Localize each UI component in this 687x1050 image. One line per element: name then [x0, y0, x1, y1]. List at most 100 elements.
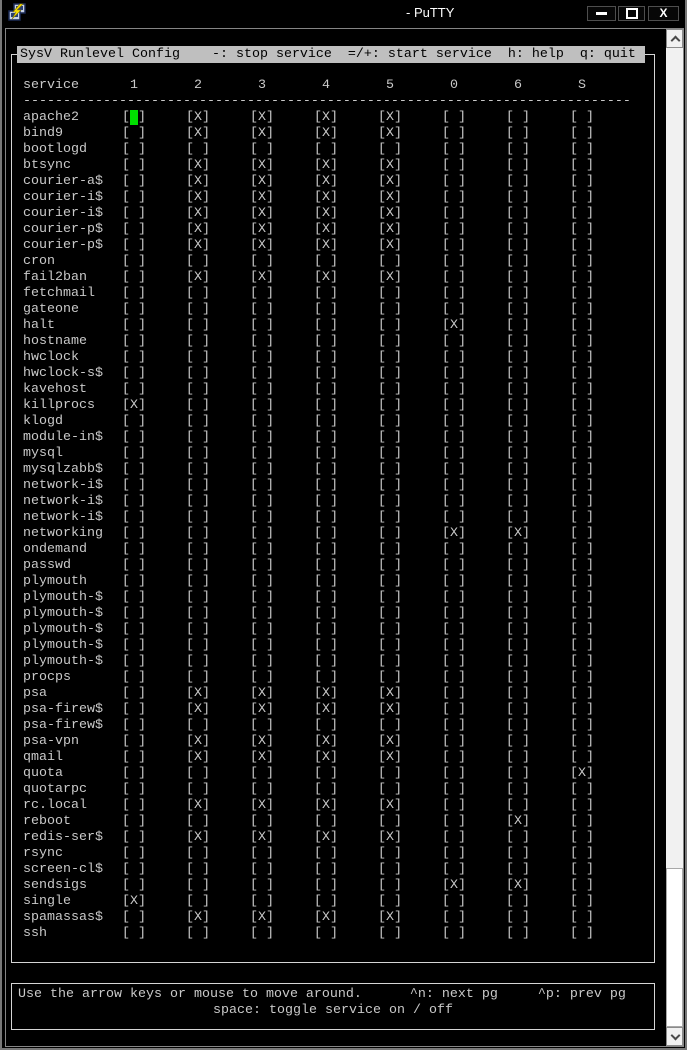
- runlevel-checkbox[interactable]: [ ]: [250, 862, 274, 877]
- runlevel-checkbox[interactable]: [ ]: [442, 670, 466, 685]
- runlevel-checkbox[interactable]: [ ]: [442, 190, 466, 205]
- runlevel-checkbox[interactable]: [ ]: [122, 878, 146, 893]
- runlevel-checkbox[interactable]: [X]: [314, 174, 338, 189]
- runlevel-checkbox[interactable]: [ ]: [442, 622, 466, 637]
- runlevel-checkbox[interactable]: [ ]: [250, 670, 274, 685]
- runlevel-checkbox[interactable]: [ ]: [186, 446, 210, 461]
- runlevel-checkbox[interactable]: [ ]: [442, 462, 466, 477]
- runlevel-checkbox[interactable]: [ ]: [570, 398, 594, 413]
- runlevel-checkbox[interactable]: [ ]: [314, 878, 338, 893]
- runlevel-checkbox[interactable]: [ ]: [122, 126, 146, 141]
- runlevel-checkbox[interactable]: [ ]: [250, 590, 274, 605]
- runlevel-checkbox[interactable]: [ ]: [442, 686, 466, 701]
- runlevel-checkbox[interactable]: [ ]: [442, 718, 466, 733]
- runlevel-checkbox[interactable]: [ ]: [570, 830, 594, 845]
- runlevel-checkbox[interactable]: [ ]: [186, 318, 210, 333]
- runlevel-checkbox[interactable]: [ ]: [186, 350, 210, 365]
- runlevel-checkbox[interactable]: [ ]: [378, 894, 402, 909]
- runlevel-checkbox[interactable]: [ ]: [314, 590, 338, 605]
- runlevel-checkbox[interactable]: [ ]: [186, 510, 210, 525]
- runlevel-checkbox[interactable]: [ ]: [506, 478, 530, 493]
- runlevel-checkbox[interactable]: [ ]: [186, 862, 210, 877]
- runlevel-checkbox[interactable]: [ ]: [506, 766, 530, 781]
- runlevel-checkbox[interactable]: [ ]: [506, 702, 530, 717]
- runlevel-checkbox[interactable]: [ ]: [186, 286, 210, 301]
- runlevel-checkbox[interactable]: [ ]: [570, 702, 594, 717]
- runlevel-checkbox[interactable]: [ ]: [442, 110, 466, 125]
- runlevel-checkbox[interactable]: [ ]: [506, 174, 530, 189]
- runlevel-checkbox[interactable]: [ ]: [122, 238, 146, 253]
- runlevel-checkbox[interactable]: [ ]: [442, 574, 466, 589]
- runlevel-checkbox[interactable]: [ ]: [570, 286, 594, 301]
- runlevel-checkbox[interactable]: [ ]: [570, 302, 594, 317]
- runlevel-checkbox[interactable]: [X]: [250, 734, 274, 749]
- runlevel-checkbox[interactable]: [ ]: [186, 366, 210, 381]
- runlevel-checkbox[interactable]: [ ]: [314, 622, 338, 637]
- runlevel-checkbox[interactable]: [ ]: [378, 654, 402, 669]
- runlevel-checkbox[interactable]: [ ]: [442, 558, 466, 573]
- runlevel-checkbox[interactable]: [ ]: [122, 734, 146, 749]
- runlevel-checkbox[interactable]: [ ]: [442, 926, 466, 941]
- runlevel-checkbox[interactable]: [ ]: [570, 478, 594, 493]
- runlevel-checkbox[interactable]: [ ]: [122, 798, 146, 813]
- runlevel-checkbox[interactable]: [ ]: [506, 926, 530, 941]
- runlevel-checkbox[interactable]: [ ]: [314, 846, 338, 861]
- runlevel-checkbox[interactable]: [ ]: [378, 878, 402, 893]
- runlevel-checkbox[interactable]: [ ]: [506, 318, 530, 333]
- runlevel-checkbox[interactable]: [ ]: [506, 158, 530, 173]
- runlevel-checkbox[interactable]: [ ]: [314, 654, 338, 669]
- runlevel-checkbox[interactable]: [ ]: [442, 142, 466, 157]
- runlevel-checkbox[interactable]: [ ]: [506, 350, 530, 365]
- runlevel-checkbox[interactable]: [ ]: [506, 830, 530, 845]
- runlevel-checkbox[interactable]: [ ]: [570, 334, 594, 349]
- runlevel-checkbox[interactable]: [ ]: [378, 366, 402, 381]
- runlevel-checkbox[interactable]: [ ]: [250, 478, 274, 493]
- runlevel-checkbox[interactable]: [ ]: [570, 558, 594, 573]
- runlevel-checkbox[interactable]: [X]: [570, 766, 594, 781]
- runlevel-checkbox[interactable]: [ ]: [122, 606, 146, 621]
- runlevel-checkbox[interactable]: [ ]: [442, 798, 466, 813]
- runlevel-checkbox[interactable]: [ ]: [506, 334, 530, 349]
- runlevel-checkbox[interactable]: [X]: [186, 126, 210, 141]
- runlevel-checkbox[interactable]: [ ]: [378, 254, 402, 269]
- runlevel-checkbox[interactable]: [ ]: [570, 542, 594, 557]
- runlevel-checkbox[interactable]: [ ]: [186, 606, 210, 621]
- runlevel-checkbox[interactable]: [X]: [186, 238, 210, 253]
- runlevel-checkbox[interactable]: [ ]: [250, 366, 274, 381]
- runlevel-checkbox[interactable]: [X]: [250, 190, 274, 205]
- runlevel-checkbox[interactable]: [ ]: [442, 734, 466, 749]
- runlevel-checkbox[interactable]: [X]: [378, 686, 402, 701]
- runlevel-checkbox[interactable]: [ ]: [570, 782, 594, 797]
- scrollbar-up-button[interactable]: [666, 29, 683, 48]
- runlevel-checkbox[interactable]: [ ]: [122, 654, 146, 669]
- runlevel-checkbox[interactable]: [ ]: [442, 270, 466, 285]
- runlevel-checkbox[interactable]: [ ]: [442, 286, 466, 301]
- runlevel-checkbox[interactable]: [ ]: [250, 510, 274, 525]
- scrollbar-track[interactable]: [666, 29, 683, 1046]
- runlevel-checkbox[interactable]: [ ]: [506, 286, 530, 301]
- runlevel-checkbox[interactable]: [ ]: [186, 814, 210, 829]
- runlevel-checkbox[interactable]: [ ]: [378, 670, 402, 685]
- runlevel-checkbox[interactable]: [ ]: [378, 478, 402, 493]
- runlevel-checkbox[interactable]: [X]: [186, 206, 210, 221]
- runlevel-checkbox[interactable]: [ ]: [250, 462, 274, 477]
- runlevel-checkbox[interactable]: [ ]: [442, 846, 466, 861]
- runlevel-checkbox[interactable]: [ ]: [378, 814, 402, 829]
- runlevel-checkbox[interactable]: [ ]: [250, 622, 274, 637]
- runlevel-checkbox[interactable]: [ ]: [442, 814, 466, 829]
- maximize-button[interactable]: [618, 6, 645, 21]
- runlevel-checkbox[interactable]: [ ]: [314, 782, 338, 797]
- runlevel-checkbox[interactable]: [ ]: [506, 254, 530, 269]
- runlevel-checkbox[interactable]: [ ]: [314, 894, 338, 909]
- runlevel-checkbox[interactable]: [ ]: [506, 142, 530, 157]
- runlevel-checkbox[interactable]: [ ]: [378, 574, 402, 589]
- runlevel-checkbox[interactable]: [ ]: [506, 190, 530, 205]
- runlevel-checkbox[interactable]: [ ]: [442, 302, 466, 317]
- runlevel-checkbox[interactable]: [ ]: [442, 398, 466, 413]
- runlevel-checkbox[interactable]: [ ]: [570, 494, 594, 509]
- runlevel-checkbox[interactable]: [ ]: [122, 574, 146, 589]
- runlevel-checkbox[interactable]: [ ]: [442, 590, 466, 605]
- runlevel-checkbox[interactable]: [X]: [314, 830, 338, 845]
- runlevel-checkbox[interactable]: [ ]: [122, 782, 146, 797]
- runlevel-checkbox[interactable]: [ ]: [186, 590, 210, 605]
